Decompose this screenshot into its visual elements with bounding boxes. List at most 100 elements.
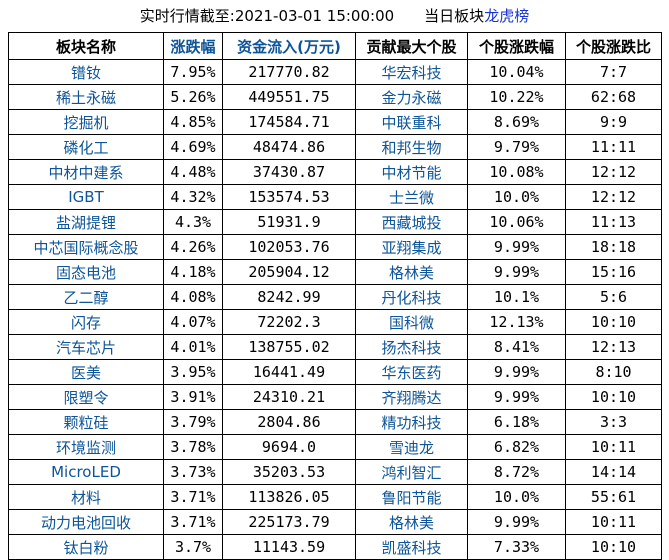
stock-link[interactable]: 华东医药 — [355, 359, 468, 385]
stock-pct-cell: 10.1% — [467, 284, 566, 310]
sector-link[interactable]: 中材中建系 — [8, 159, 164, 185]
stock-pct-cell: 10.0% — [467, 484, 566, 510]
stock-pct-cell: 9.99% — [467, 234, 566, 260]
change-pct-cell: 4.18% — [163, 259, 223, 285]
stock-link[interactable]: 雪迪龙 — [355, 434, 468, 460]
sector-link[interactable]: 动力电池回收 — [8, 509, 164, 535]
ratio-cell: 14:14 — [565, 459, 662, 485]
sector-link[interactable]: 材料 — [8, 484, 164, 510]
stock-pct-cell: 9.99% — [467, 359, 566, 385]
ratio-cell: 10:11 — [565, 509, 662, 535]
inflow-cell: 138755.02 — [222, 334, 356, 360]
ratio-cell: 62:68 — [565, 84, 662, 110]
stock-link[interactable]: 格林美 — [355, 509, 468, 535]
ratio-cell: 10:10 — [565, 534, 662, 560]
stock-pct-cell: 10.22% — [467, 84, 566, 110]
sector-link[interactable]: 磷化工 — [8, 134, 164, 160]
stock-link[interactable]: 鸿利智汇 — [355, 459, 468, 485]
table-row: 医美 3.95% 16441.49 华东医药 9.99% 8:10 — [8, 359, 662, 385]
change-pct-cell: 4.3% — [163, 209, 223, 235]
table-row: 磷化工 4.69% 48474.86 和邦生物 9.79% 11:11 — [8, 134, 662, 160]
stock-link[interactable]: 精功科技 — [355, 409, 468, 435]
sector-link[interactable]: 闪存 — [8, 309, 164, 335]
board-label: 当日板块 — [424, 7, 485, 25]
stock-link[interactable]: 中材节能 — [355, 159, 468, 185]
change-pct-cell: 4.32% — [163, 184, 223, 210]
ratio-cell: 9:9 — [565, 109, 662, 135]
ratio-cell: 3:3 — [565, 409, 662, 435]
table-row: 动力电池回收 3.71% 225173.79 格林美 9.99% 10:11 — [8, 509, 662, 535]
table-row: 闪存 4.07% 72202.3 国科微 12.13% 10:10 — [8, 309, 662, 335]
stock-link[interactable]: 齐翔腾达 — [355, 384, 468, 410]
stock-link[interactable]: 亚翔集成 — [355, 234, 468, 260]
ratio-cell: 12:12 — [565, 184, 662, 210]
ratio-cell: 18:18 — [565, 234, 662, 260]
change-pct-cell: 4.85% — [163, 109, 223, 135]
column-header-capital-inflow[interactable]: 资金流入(万元) — [222, 32, 356, 60]
stock-pct-cell: 10.0% — [467, 184, 566, 210]
inflow-cell: 205904.12 — [222, 259, 356, 285]
sector-link[interactable]: 环境监测 — [8, 434, 164, 460]
sector-link[interactable]: IGBT — [8, 184, 164, 210]
stock-link[interactable]: 凯盛科技 — [355, 534, 468, 560]
table-row: 乙二醇 4.08% 8242.99 丹化科技 10.1% 5:6 — [8, 284, 662, 310]
title-bar: 实时行情截至:2021-03-01 15:00:00 当日板块龙虎榜 — [0, 0, 669, 32]
sector-link[interactable]: 镨钕 — [8, 59, 164, 85]
sector-link[interactable]: 限塑令 — [8, 384, 164, 410]
column-header-change-pct[interactable]: 涨跌幅 — [163, 32, 223, 60]
ratio-cell: 7:7 — [565, 59, 662, 85]
stock-link[interactable]: 扬杰科技 — [355, 334, 468, 360]
change-pct-cell: 7.95% — [163, 59, 223, 85]
inflow-cell: 449551.75 — [222, 84, 356, 110]
dragon-tiger-link[interactable]: 龙虎榜 — [484, 7, 530, 25]
sector-link[interactable]: 乙二醇 — [8, 284, 164, 310]
change-pct-cell: 3.78% — [163, 434, 223, 460]
inflow-cell: 51931.9 — [222, 209, 356, 235]
stock-pct-cell: 7.33% — [467, 534, 566, 560]
stock-link[interactable]: 国科微 — [355, 309, 468, 335]
ratio-cell: 10:10 — [565, 309, 662, 335]
table-row: 镨钕 7.95% 217770.82 华宏科技 10.04% 7:7 — [8, 59, 662, 85]
stock-link[interactable]: 西藏城投 — [355, 209, 468, 235]
sector-link[interactable]: 中芯国际概念股 — [8, 234, 164, 260]
sector-link[interactable]: 固态电池 — [8, 259, 164, 285]
stock-link[interactable]: 鲁阳节能 — [355, 484, 468, 510]
stock-pct-cell: 12.13% — [467, 309, 566, 335]
stock-pct-cell: 8.72% — [467, 459, 566, 485]
stock-link[interactable]: 华宏科技 — [355, 59, 468, 85]
inflow-cell: 16441.49 — [222, 359, 356, 385]
column-header-top-stock: 贡献最大个股 — [355, 32, 468, 60]
change-pct-cell: 4.01% — [163, 334, 223, 360]
sector-link[interactable]: 盐湖提锂 — [8, 209, 164, 235]
stock-link[interactable]: 士兰微 — [355, 184, 468, 210]
stock-pct-cell: 6.18% — [467, 409, 566, 435]
stock-link[interactable]: 和邦生物 — [355, 134, 468, 160]
change-pct-cell: 3.71% — [163, 484, 223, 510]
ratio-cell: 12:13 — [565, 334, 662, 360]
stock-link[interactable]: 金力永磁 — [355, 84, 468, 110]
sector-table: 板块名称 涨跌幅 资金流入(万元) 贡献最大个股 个股涨跌幅 个股涨跌比 镨钕 7… — [8, 32, 662, 560]
sector-link[interactable]: 钛白粉 — [8, 534, 164, 560]
sector-link[interactable]: 挖掘机 — [8, 109, 164, 135]
change-pct-cell: 3.95% — [163, 359, 223, 385]
stock-link[interactable]: 格林美 — [355, 259, 468, 285]
table-row: 限塑令 3.91% 24310.21 齐翔腾达 9.99% 10:10 — [8, 384, 662, 410]
change-pct-cell: 3.73% — [163, 459, 223, 485]
sector-link[interactable]: MicroLED — [8, 459, 164, 485]
sector-link[interactable]: 汽车芯片 — [8, 334, 164, 360]
stock-pct-cell: 9.99% — [467, 259, 566, 285]
table-header-row: 板块名称 涨跌幅 资金流入(万元) 贡献最大个股 个股涨跌幅 个股涨跌比 — [8, 32, 662, 60]
ratio-cell: 11:11 — [565, 134, 662, 160]
sector-link[interactable]: 颗粒硅 — [8, 409, 164, 435]
sector-link[interactable]: 医美 — [8, 359, 164, 385]
stock-link[interactable]: 丹化科技 — [355, 284, 468, 310]
inflow-cell: 225173.79 — [222, 509, 356, 535]
table-row: 颗粒硅 3.79% 2804.86 精功科技 6.18% 3:3 — [8, 409, 662, 435]
stock-pct-cell: 8.41% — [467, 334, 566, 360]
sector-link[interactable]: 稀土永磁 — [8, 84, 164, 110]
stock-link[interactable]: 中联重科 — [355, 109, 468, 135]
inflow-cell: 37430.87 — [222, 159, 356, 185]
stock-pct-cell: 9.99% — [467, 384, 566, 410]
inflow-cell: 174584.71 — [222, 109, 356, 135]
